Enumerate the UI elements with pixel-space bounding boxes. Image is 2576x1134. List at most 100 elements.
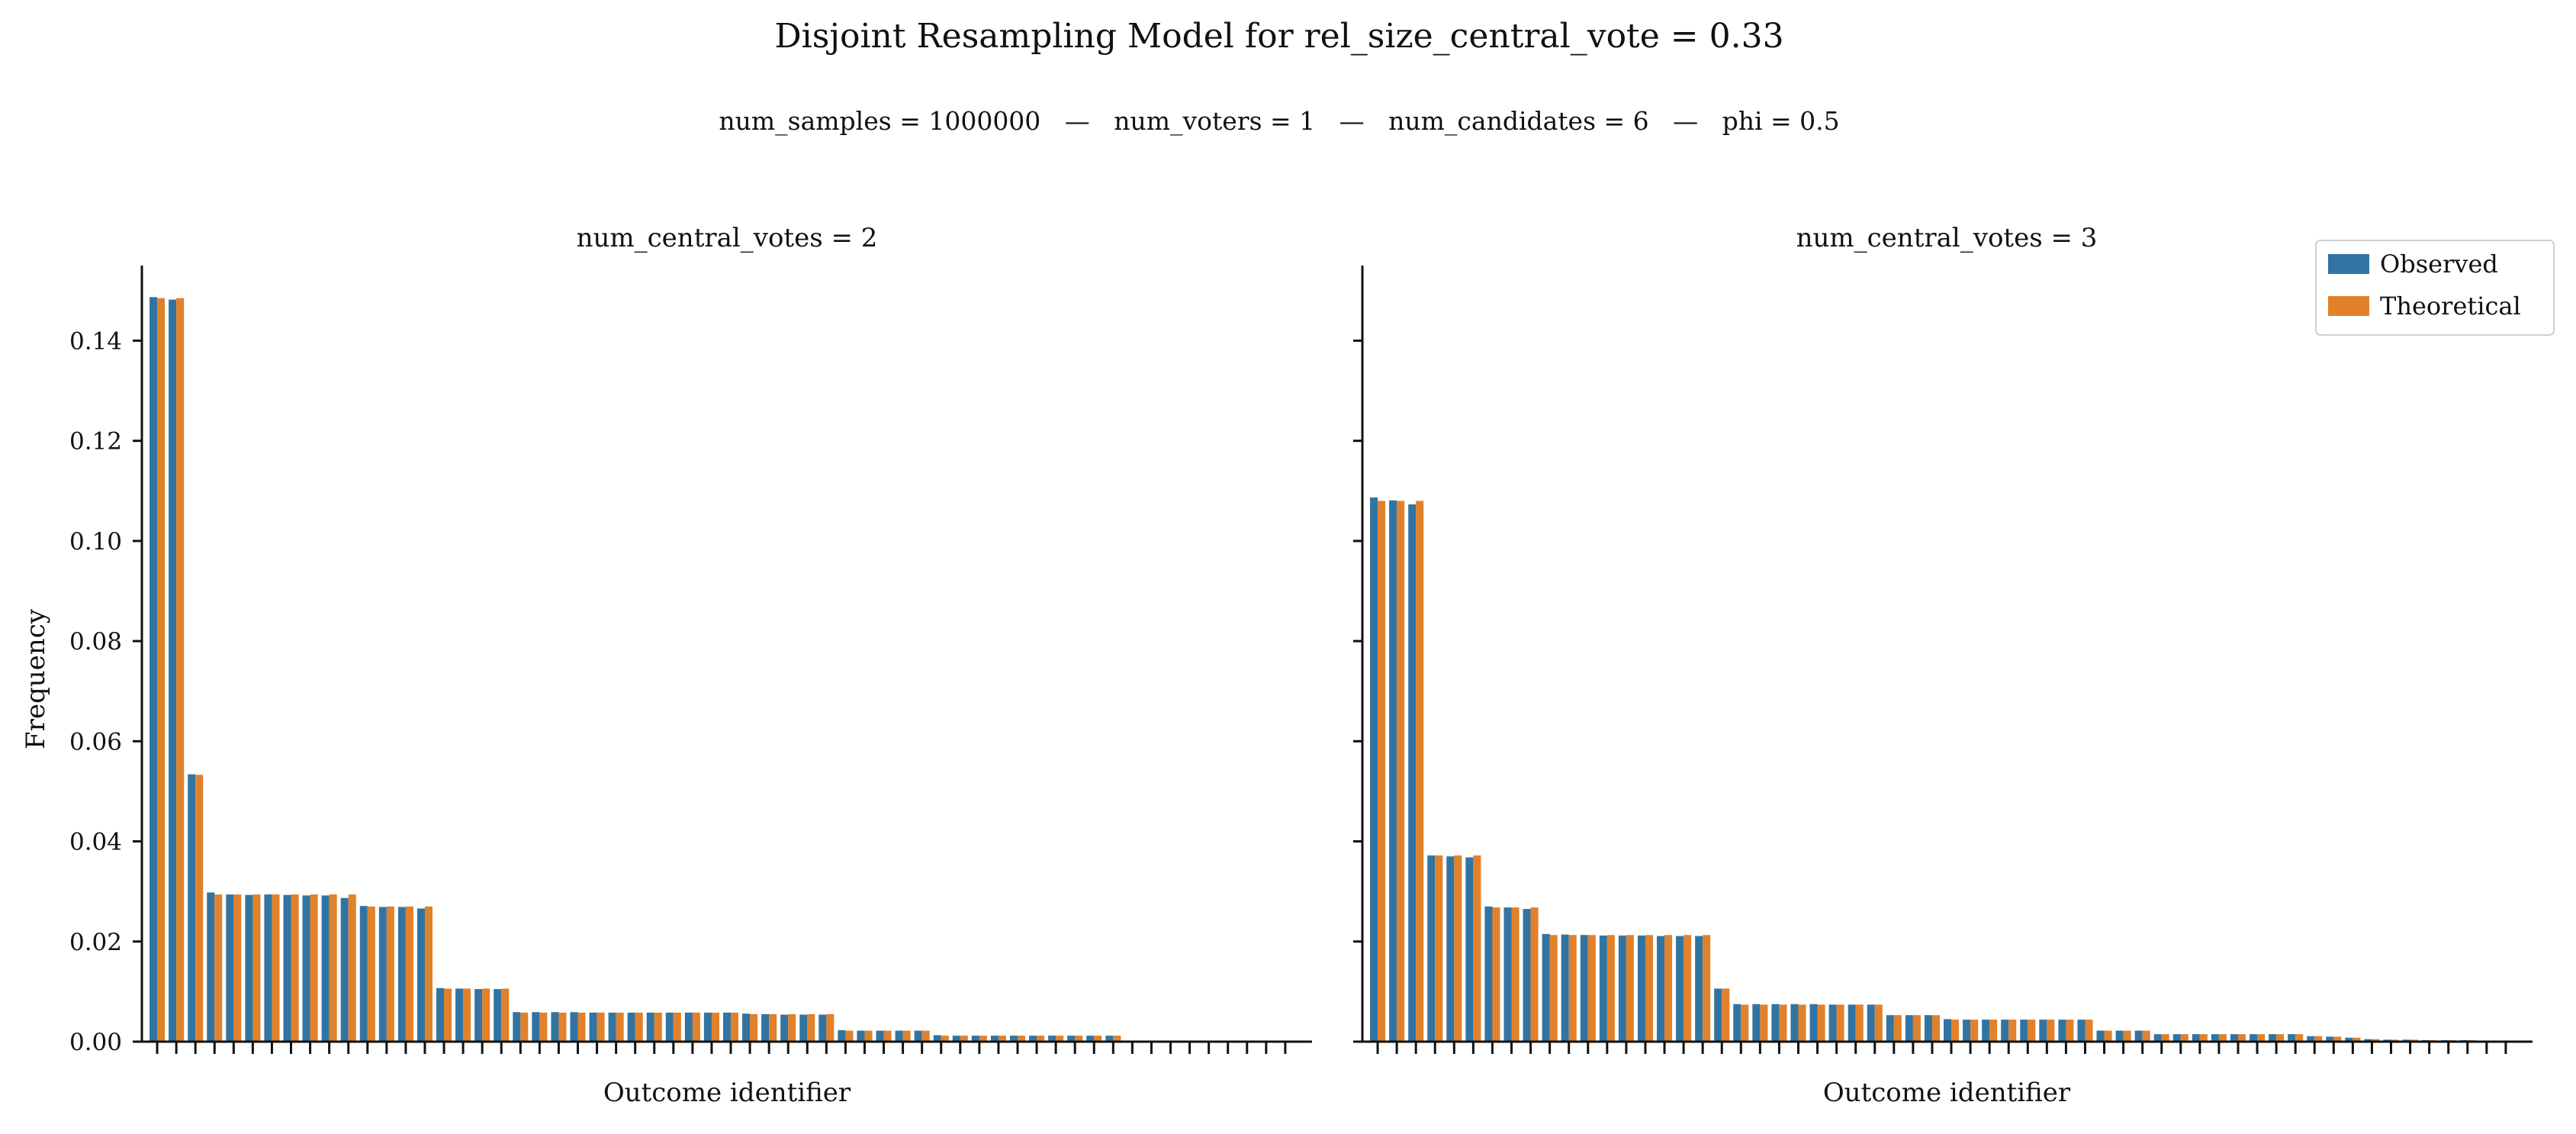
bar-observed-34 [780,1014,789,1042]
bar-observed-14 [1618,935,1626,1042]
bar-theoretical-31 [731,1012,739,1042]
bar-observed-44 [971,1036,979,1042]
bar-theoretical-26 [635,1012,643,1042]
bar-theoretical-34 [2008,1020,2017,1042]
bar-observed-25 [608,1012,616,1042]
bar-theoretical-41 [921,1030,930,1042]
bar-observed-35 [2020,1020,2028,1042]
bar-observed-52 [2345,1037,2353,1042]
bar-theoretical-29 [692,1012,700,1042]
bar-observed-19 [494,989,502,1042]
bar-theoretical-37 [2066,1020,2074,1042]
bar-theoretical-41 [2142,1030,2150,1042]
legend-frame [2315,240,2555,336]
left-subplot: num_central_votes = 2 Frequency Outcome … [21,223,1312,1108]
bar-observed-16 [1657,936,1665,1042]
bar-theoretical-36 [826,1013,835,1042]
bar-observed-4 [207,892,215,1042]
bar-observed-1 [150,297,158,1042]
bar-theoretical-4 [1435,855,1443,1042]
bar-observed-20 [1733,1004,1741,1042]
legend-swatch-theoretical [2328,296,2369,316]
bar-theoretical-43 [2180,1034,2188,1042]
bar-observed-42 [933,1035,941,1042]
bar-observed-5 [1446,856,1455,1042]
y-tick-label: 0.06 [69,728,122,755]
bar-observed-15 [1637,935,1645,1042]
bar-observed-31 [722,1012,732,1042]
bar-theoretical-39 [883,1030,892,1042]
bar-observed-24 [1809,1004,1818,1042]
bar-observed-39 [876,1030,884,1042]
bar-theoretical-46 [2237,1034,2246,1042]
legend-label-observed: Observed [2380,250,2498,279]
bar-observed-21 [1752,1004,1761,1042]
bar-observed-6 [1465,857,1474,1042]
bar-theoretical-11 [348,894,356,1042]
y-tick-label: 0.04 [69,829,122,856]
figure-title: Disjoint Resampling Model for rel_size_c… [774,17,1783,56]
bar-theoretical-19 [1722,988,1730,1042]
bar-observed-28 [1886,1015,1894,1042]
bar-observed-27 [1867,1004,1875,1042]
bar-observed-3 [188,774,196,1042]
bar-observed-40 [2115,1030,2124,1042]
bar-observed-4 [1427,855,1436,1042]
bar-theoretical-8 [291,894,299,1042]
right-x-axis-label: Outcome identifier [1823,1078,2071,1108]
bar-theoretical-1 [1378,501,1386,1042]
right-subplot: num_central_votes = 3 Outcome identifier [1353,223,2533,1108]
bar-theoretical-29 [1912,1015,1921,1042]
bar-theoretical-45 [2218,1034,2227,1042]
bar-theoretical-5 [233,894,242,1042]
bar-observed-35 [799,1014,808,1042]
bar-theoretical-48 [2276,1034,2285,1042]
bar-theoretical-27 [654,1012,662,1042]
bar-observed-50 [1086,1036,1095,1042]
bar-observed-38 [2077,1020,2086,1042]
bar-observed-11 [1561,934,1569,1042]
bar-observed-11 [340,897,349,1042]
bar-theoretical-51 [2333,1036,2342,1042]
bar-theoretical-50 [2314,1036,2323,1042]
bar-theoretical-49 [1075,1036,1083,1042]
bar-theoretical-33 [1989,1020,1998,1042]
bar-theoretical-38 [864,1030,873,1042]
bar-theoretical-45 [998,1036,1006,1042]
bar-theoretical-25 [616,1012,624,1042]
bar-theoretical-42 [2161,1034,2169,1042]
bar-observed-15 [416,908,425,1042]
bar-observed-51 [1105,1036,1114,1042]
bar-theoretical-44 [979,1036,987,1042]
bar-observed-48 [2269,1034,2277,1042]
bar-theoretical-49 [2295,1034,2304,1042]
bar-observed-12 [1580,935,1588,1042]
bar-observed-37 [838,1029,846,1042]
left-y-axis-label: Frequency [21,608,51,749]
bar-observed-43 [952,1036,960,1042]
bar-theoretical-40 [2123,1030,2131,1042]
legend-swatch-observed [2328,254,2369,274]
bar-observed-16 [436,987,445,1042]
bar-theoretical-25 [1836,1004,1844,1042]
bar-observed-45 [2211,1034,2219,1042]
bar-observed-6 [245,894,253,1042]
legend-label-theoretical: Theoretical [2380,292,2521,321]
bar-observed-32 [1963,1020,1971,1042]
bar-theoretical-7 [272,894,280,1042]
bar-observed-21 [532,1012,540,1042]
bar-observed-30 [703,1012,712,1042]
bar-theoretical-15 [424,906,433,1042]
bar-observed-23 [1790,1004,1799,1042]
bar-theoretical-36 [2047,1020,2055,1042]
bar-theoretical-14 [1626,935,1634,1042]
bar-observed-3 [1408,504,1417,1042]
bar-observed-1 [1370,497,1378,1042]
bar-theoretical-31 [1951,1020,1960,1042]
bar-observed-49 [1067,1036,1076,1042]
bar-observed-26 [1848,1004,1856,1042]
bar-observed-14 [397,907,406,1042]
bar-theoretical-9 [1530,907,1539,1042]
bar-theoretical-9 [310,894,318,1042]
bar-observed-48 [1048,1036,1056,1042]
